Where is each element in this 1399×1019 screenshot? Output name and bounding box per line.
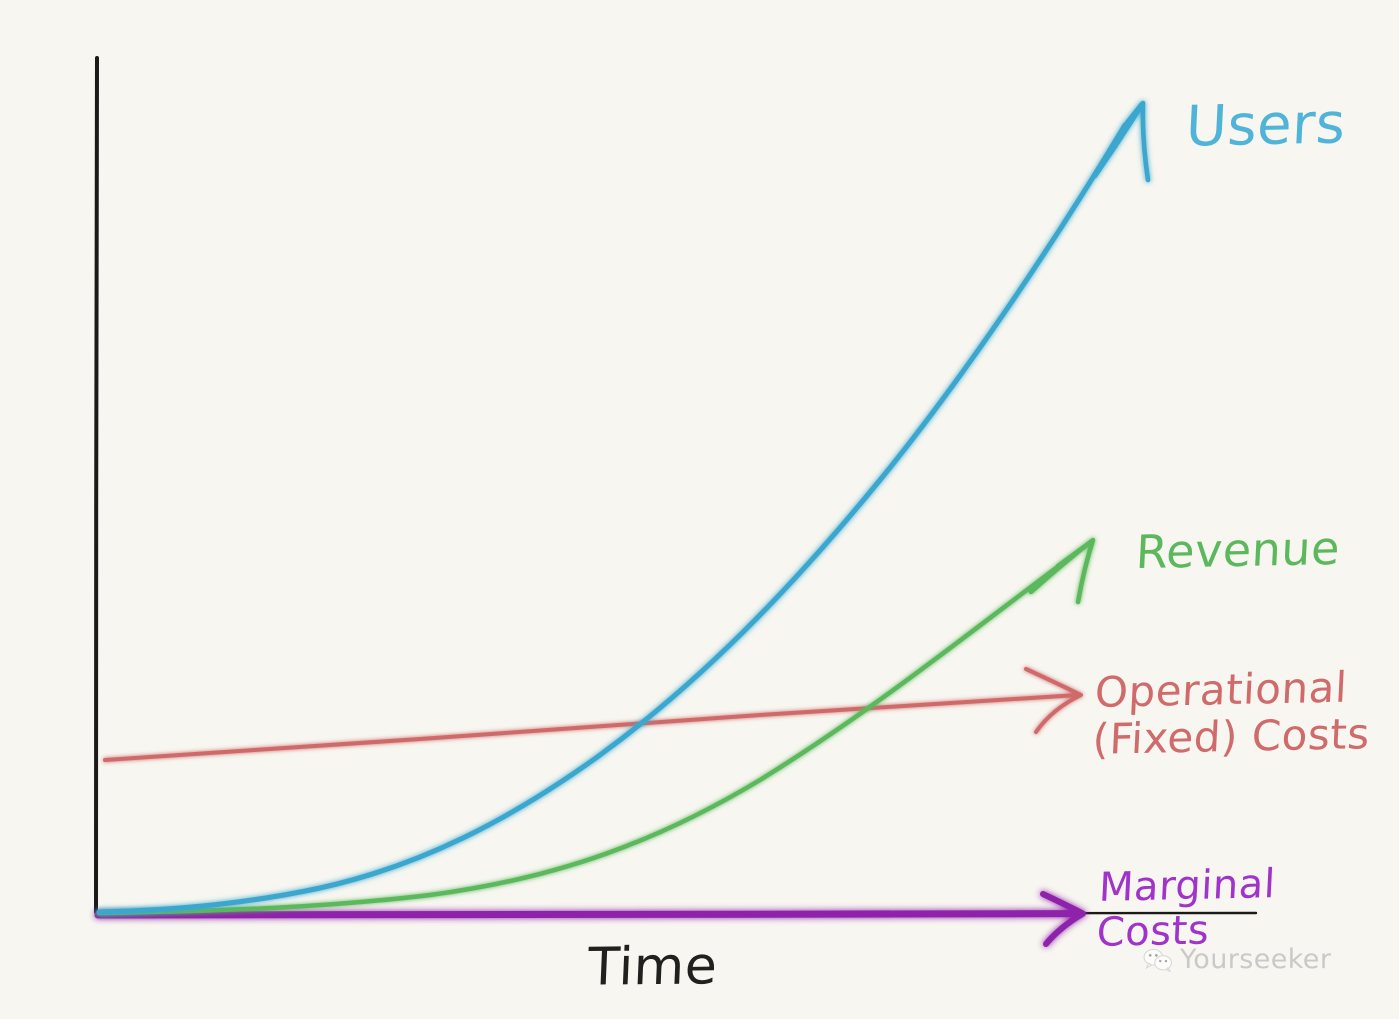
series-line-users [96, 100, 1151, 915]
x-axis-label: Time [586, 936, 719, 998]
series-label-users: Users [1184, 91, 1348, 160]
y-axis-line [94, 56, 99, 914]
series-label-marginal-costs: Marginal Costs [1095, 861, 1277, 956]
series-label-revenue: Revenue [1134, 520, 1342, 580]
wechat-icon [1143, 948, 1173, 972]
series-line-revenue [96, 537, 1096, 916]
watermark-text: Yourseeker [1180, 944, 1332, 975]
watermark: Yourseeker [1143, 944, 1331, 975]
series-label-operational-costs: Operational (Fixed) Costs [1091, 662, 1371, 764]
series-line-marginal-costs [94, 891, 1086, 947]
series-line-operational-costs [103, 667, 1083, 762]
